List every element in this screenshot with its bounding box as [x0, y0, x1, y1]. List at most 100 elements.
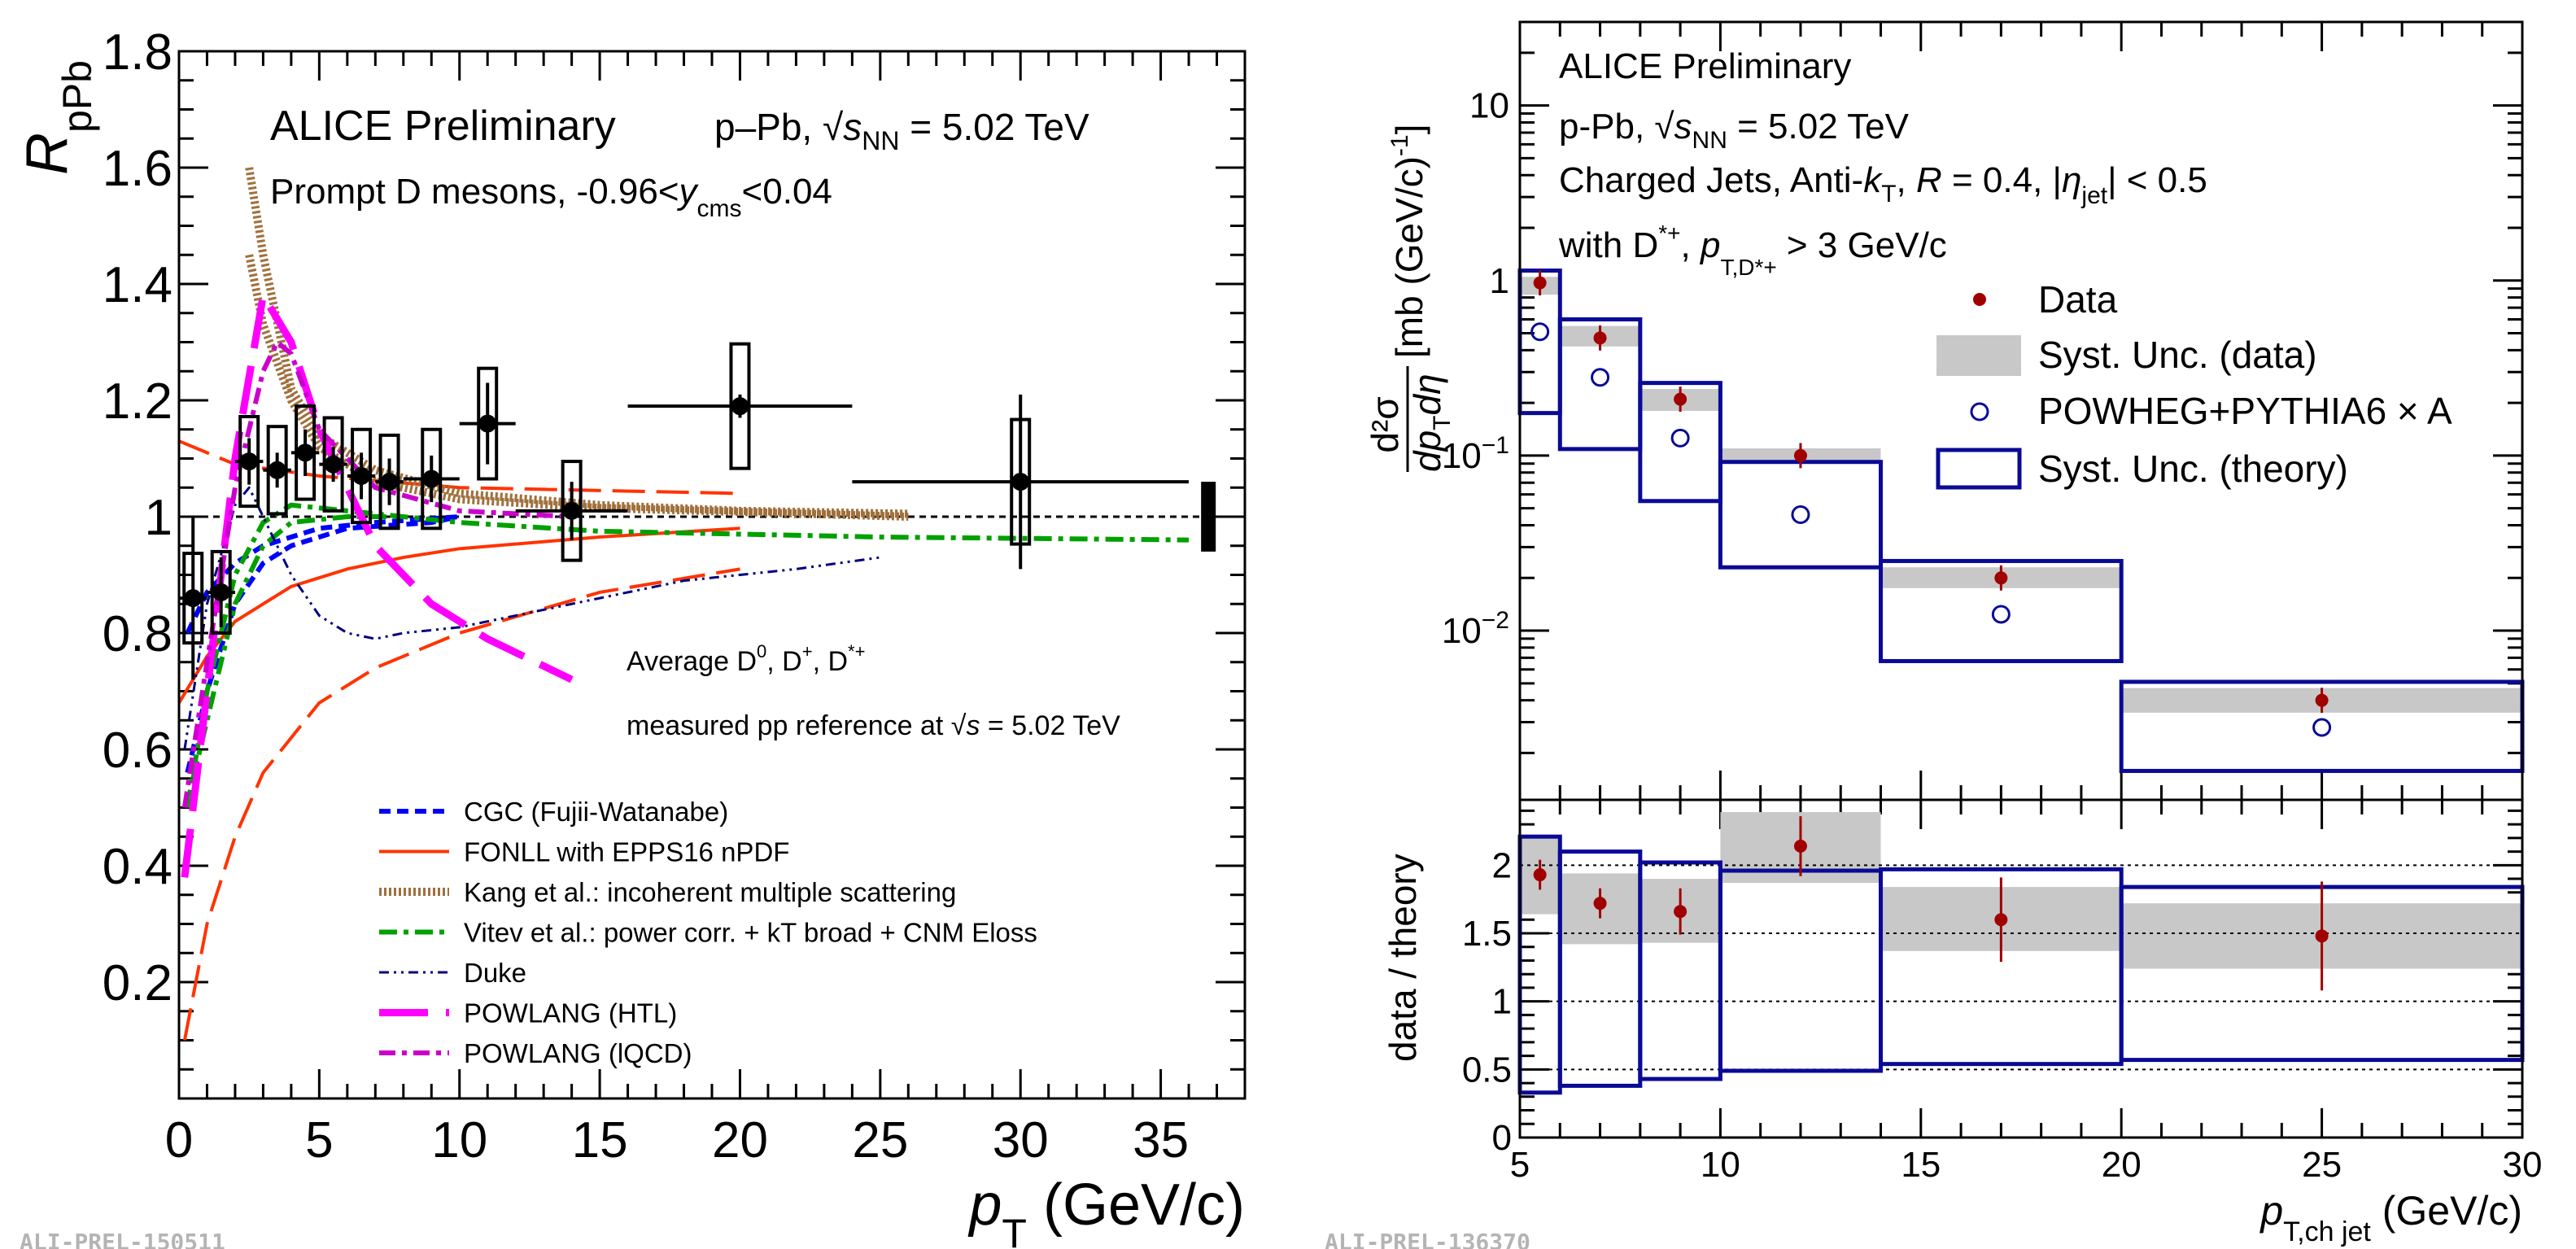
y-tick-label: 1.2: [103, 373, 172, 430]
data-point: [380, 473, 399, 491]
pp-reference-label: measured pp reference at √s = 5.02 TeV: [627, 710, 1120, 741]
model-curve-vitev-upper: [185, 502, 1190, 808]
ratio-point: [1593, 897, 1607, 911]
left-x-axis-title: pT (GeV/c): [967, 1173, 1245, 1249]
legend-data-marker: [1973, 293, 1986, 306]
data-point: [1533, 276, 1547, 290]
data-point: [212, 583, 230, 601]
data-point: [184, 589, 203, 608]
left-legend: CGC (Fujii-Watanabe) FONLL with EPPS16 nP…: [379, 797, 1037, 1068]
right-title: ALICE Preliminary: [1559, 46, 1851, 86]
theory-point: [1791, 504, 1810, 524]
left-subtitle: Prompt D mesons, -0.96<ycms<0.04: [270, 172, 832, 222]
legend-data-syst-swatch: [1936, 335, 2021, 376]
left-title: ALICE Preliminary: [270, 103, 616, 150]
theory-syst-box: [1718, 460, 1884, 570]
y-tick-label: 0.8: [103, 606, 172, 662]
legend-label: Data: [2038, 278, 2118, 321]
theory-point: [1591, 368, 1610, 387]
left-plot: 0 5 10 15 20 25 30 35 0.2 0.4 0.6 0.8 1 1.2 1.4 1.6 1.8: [103, 24, 1247, 1168]
ratio-point: [1994, 913, 2008, 927]
average-label: Average D0, D+, D*+: [627, 641, 865, 677]
x-tick-label: 20: [2102, 1145, 2142, 1185]
data-point: [562, 501, 581, 520]
right-system: p-Pb, √sNN = 5.02 TeV: [1559, 107, 1910, 154]
svg-text:d²σ: d²σ: [1364, 396, 1406, 452]
model-curve-vitev-lower: [190, 514, 404, 780]
theory-point: [1670, 428, 1690, 448]
legend-label: CGC (Fujii-Watanabe): [464, 797, 728, 827]
model-curve-duke: [183, 486, 881, 750]
plot-frame: [177, 50, 1247, 1100]
model-curve-fonll-lower: [182, 567, 740, 1041]
theory-point: [1530, 322, 1550, 342]
x-tick-label: 5: [1510, 1145, 1530, 1185]
ratio-point: [2315, 929, 2329, 943]
ratio-point: [1533, 868, 1547, 882]
x-tick-label: 15: [1901, 1145, 1941, 1185]
y-tick-label: 1.8: [103, 24, 172, 81]
y-tick-label: 1.4: [103, 257, 172, 313]
data-point: [1793, 448, 1807, 462]
y-tick-label: 1: [1492, 982, 1512, 1022]
right-dstar-label: with D*+, pT,D*+ > 3 GeV/c: [1558, 221, 1947, 280]
legend-label: POWLANG (HTL): [464, 998, 677, 1028]
svg-text:dpTdη: dpTdη: [1406, 373, 1456, 472]
theory-point: [1991, 605, 2011, 624]
y-tick-label: 0.5: [1462, 1050, 1512, 1090]
ratio-point: [1674, 905, 1687, 919]
data-point: [324, 455, 343, 474]
data-point: [1011, 473, 1030, 491]
legend-label: Duke: [464, 958, 526, 988]
x-tick-label: 25: [852, 1112, 908, 1168]
legend-label: Vitev et al.: power corr. + kT broad + C…: [464, 918, 1037, 948]
x-tick-label: 35: [1133, 1112, 1189, 1168]
data-point: [1674, 392, 1687, 406]
y-tick-label: 10: [1469, 86, 1509, 126]
theory-point: [2312, 718, 2332, 737]
data-point: [296, 443, 315, 462]
legend-label: POWLANG (lQCD): [464, 1038, 692, 1068]
x-tick-label: 30: [993, 1112, 1049, 1168]
y-tick-label: 10−2: [1442, 607, 1509, 651]
svg-text:[mb (GeV/c)-1]: [mb (GeV/c)-1]: [1386, 124, 1430, 358]
right-y-axis-title: d²σ dpTdη [mb (GeV/c)-1]: [1364, 124, 1456, 472]
y-tick-label: 0.4: [103, 839, 172, 895]
x-tick-label: 30: [2503, 1145, 2543, 1185]
data-point: [1593, 331, 1607, 345]
legend-theory-syst-swatch: [1936, 448, 2022, 490]
y-tick-label: 1.5: [1462, 914, 1512, 954]
data-point: [478, 414, 497, 433]
y-tick-label: 10−1: [1442, 432, 1509, 476]
legend-label: FONLL with EPPS16 nPDF: [464, 837, 789, 867]
left-watermark: ALI-PREL-150511: [20, 1229, 225, 1249]
x-tick-label: 15: [572, 1112, 628, 1168]
x-tick-label: 10: [1701, 1145, 1740, 1185]
left-system: p–Pb, √sNN = 5.02 TeV: [714, 106, 1089, 155]
model-curve-powlang-htl: [181, 291, 574, 878]
model-curve-powlang-lqcd: [181, 339, 572, 808]
y-tick-label: 0: [1492, 1118, 1512, 1158]
normalization-uncertainty-box: [1201, 482, 1216, 552]
right-ratio-plot: 00.511.525 10 15 20 25 30: [1462, 798, 2543, 1185]
ratio-y-axis-title: data / theory: [1382, 854, 1424, 1062]
x-tick-label: 10: [431, 1112, 487, 1168]
y-tick-label: 1.6: [103, 141, 172, 197]
x-tick-label: 20: [712, 1112, 768, 1168]
y-tick-label: 0.2: [103, 955, 172, 1011]
data-point: [268, 461, 286, 479]
data-point: [731, 397, 749, 416]
ratio-point: [1793, 839, 1807, 853]
right-watermark: ALI-PREL-136370: [1325, 1229, 1530, 1249]
right-top-plot: 10 1 10−1 10−2: [1442, 20, 2525, 801]
model-curve-fonll-upper: [178, 439, 740, 496]
data-point: [422, 469, 441, 488]
theory-syst-box: [1718, 868, 1884, 1073]
data-point: [2315, 693, 2329, 707]
legend-label: POWHEG+PYTHIA6 × A: [2038, 390, 2452, 432]
y-tick-label: 1: [145, 490, 172, 546]
data-point: [240, 452, 259, 471]
plot-frame: [1518, 798, 2524, 1139]
theory-syst-box: [1638, 381, 1722, 504]
